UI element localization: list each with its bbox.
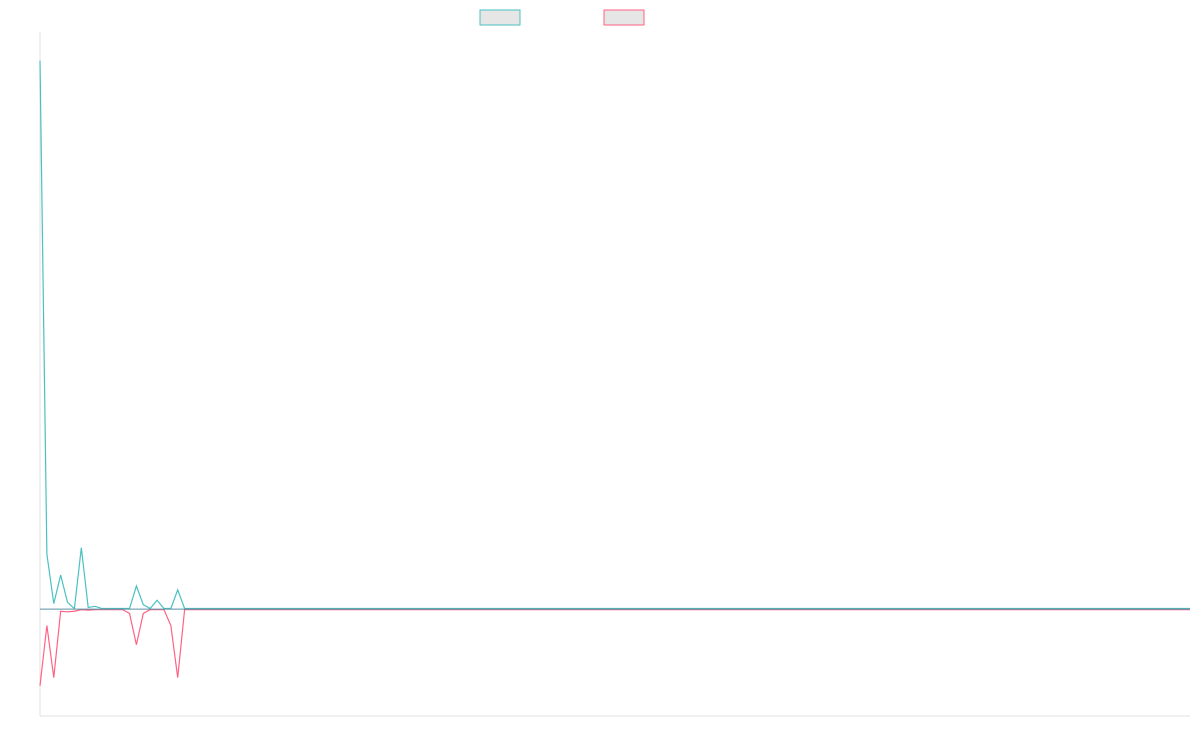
series-line-2[interactable] — [39, 609, 1190, 686]
legend-swatch-1[interactable] — [479, 9, 521, 26]
legend[interactable] — [479, 9, 645, 26]
series-layer — [39, 60, 1190, 686]
series-line-1[interactable] — [39, 60, 1190, 610]
legend-swatch-2[interactable] — [603, 9, 645, 26]
axes — [39, 32, 1190, 717]
